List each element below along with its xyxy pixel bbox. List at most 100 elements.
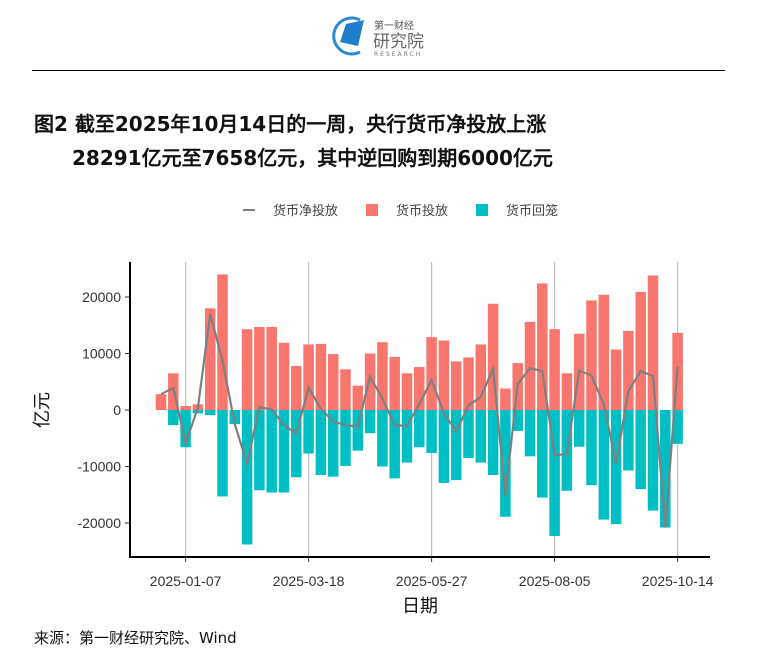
- bar-withdrawal: [438, 410, 450, 483]
- y-tick-label: 20000: [82, 289, 121, 305]
- bar-withdrawal: [303, 410, 314, 454]
- bar-withdrawal: [327, 410, 339, 477]
- bar-injection: [647, 275, 659, 410]
- bar-withdrawal: [364, 410, 376, 434]
- bar-withdrawal: [463, 410, 474, 459]
- bar-injection: [537, 283, 548, 410]
- y-axis-label: 亿元: [32, 392, 53, 428]
- bar-withdrawal: [635, 410, 646, 490]
- bar-injection: [377, 342, 388, 410]
- legend-item-injection: 货币投放: [366, 200, 448, 219]
- bar-injection: [401, 373, 413, 410]
- header-divider: [32, 70, 725, 71]
- bar-injection: [623, 330, 634, 410]
- bar-injection: [303, 344, 314, 410]
- bar-withdrawal: [610, 410, 622, 525]
- bar-injection: [561, 373, 573, 410]
- legend-swatch: [476, 203, 489, 216]
- legend-label: 货币净投放: [273, 204, 339, 219]
- x-tick-label: 2025-08-05: [519, 573, 591, 589]
- chart-title-line1: 图2 截至2025年10月14日的一周，央行货币净投放上涨: [34, 112, 547, 136]
- bar-withdrawal: [414, 410, 425, 448]
- bar-injection: [155, 394, 167, 410]
- bar-injection: [414, 367, 425, 410]
- bar-injection: [364, 353, 376, 410]
- bar-withdrawal: [389, 410, 400, 479]
- bar-injection: [340, 369, 351, 410]
- legend-item-withdrawal: 货币回笼: [476, 200, 558, 219]
- bar-withdrawal: [573, 410, 585, 447]
- y-tick-label: -10000: [77, 459, 121, 475]
- chart: 2025-01-07 2025-03-18 2025-05-27 2025-08-05…: [32, 262, 714, 617]
- bar-injection: [327, 354, 339, 410]
- bar-injection: [450, 361, 462, 410]
- bar-injection: [500, 388, 511, 410]
- bar-injection: [204, 308, 216, 410]
- svg-text:RESEARCH: RESEARCH: [374, 51, 422, 58]
- bar-withdrawal: [500, 410, 511, 517]
- bar-injection: [610, 349, 622, 410]
- bar-withdrawal: [204, 410, 216, 416]
- x-axis-label: 日期: [402, 596, 438, 617]
- bar-withdrawal: [549, 410, 560, 536]
- bar-injection: [315, 343, 327, 410]
- bar-withdrawal: [266, 410, 277, 493]
- net-line: [160, 313, 679, 528]
- bar-withdrawal: [168, 410, 179, 426]
- bar-injection: [524, 321, 536, 410]
- chart-title-line2: 28291亿元至7658亿元，其中逆回购到期6000亿元: [72, 146, 553, 170]
- bar-withdrawal: [377, 410, 388, 467]
- source-note: 来源：第一财经研究院、Wind: [34, 629, 237, 647]
- bar-withdrawal: [254, 410, 265, 491]
- bar-injection: [635, 291, 646, 410]
- legend-line-swatch: [243, 208, 255, 211]
- bar-withdrawal: [512, 410, 523, 431]
- bar-withdrawal: [524, 410, 536, 457]
- legend-label: 货币回笼: [506, 204, 559, 219]
- legend-label: 货币投放: [396, 204, 449, 219]
- bar-injection: [217, 274, 228, 410]
- bar-withdrawal: [278, 410, 290, 493]
- bar-injection: [389, 356, 400, 410]
- bar-withdrawal: [450, 410, 462, 481]
- bar-withdrawal: [672, 410, 683, 444]
- bar-withdrawal: [475, 410, 487, 463]
- bar-withdrawal: [241, 410, 253, 545]
- svg-text:研究院: 研究院: [373, 32, 424, 52]
- bar-withdrawal: [598, 410, 610, 520]
- bar-injection: [487, 303, 499, 410]
- y-tick-label: -20000: [77, 515, 121, 531]
- bar-withdrawal: [426, 410, 437, 453]
- bar-withdrawal: [647, 410, 659, 511]
- bar-injection: [598, 294, 610, 410]
- bar-withdrawal: [487, 410, 499, 475]
- y-tick-label: 10000: [82, 346, 121, 362]
- bar-injection: [254, 326, 265, 410]
- bar-injection: [549, 329, 560, 410]
- y-tick-label: 0: [113, 402, 121, 418]
- bar-withdrawal: [586, 410, 597, 486]
- legend: 货币净投放 货币投放 货币回笼: [243, 200, 586, 219]
- bar-injection: [180, 406, 191, 410]
- bar-withdrawal: [229, 410, 241, 425]
- x-tick-label: 2025-01-07: [150, 573, 222, 589]
- x-tick-label: 2025-10-14: [642, 573, 714, 589]
- bar-withdrawal: [291, 410, 302, 478]
- bar-withdrawal: [340, 410, 351, 466]
- bar-injection: [586, 300, 597, 410]
- bar-withdrawal: [623, 410, 634, 471]
- x-tick-label: 2025-05-27: [396, 573, 468, 589]
- bar-injection: [278, 342, 290, 410]
- bar-withdrawal: [180, 410, 191, 448]
- bar-injection: [438, 340, 450, 410]
- logo: 第一财经 研究院 RESEARCH: [330, 12, 440, 58]
- bar-withdrawal: [192, 410, 204, 414]
- bar-injection: [266, 326, 277, 410]
- legend-item-net: 货币净投放: [243, 200, 338, 219]
- bar-injection: [352, 385, 364, 410]
- svg-text:第一财经: 第一财经: [374, 19, 414, 32]
- bar-withdrawal: [217, 410, 228, 497]
- bar-withdrawal: [315, 410, 327, 475]
- bar-withdrawal: [401, 410, 413, 463]
- x-tick-label: 2025-03-18: [273, 573, 345, 589]
